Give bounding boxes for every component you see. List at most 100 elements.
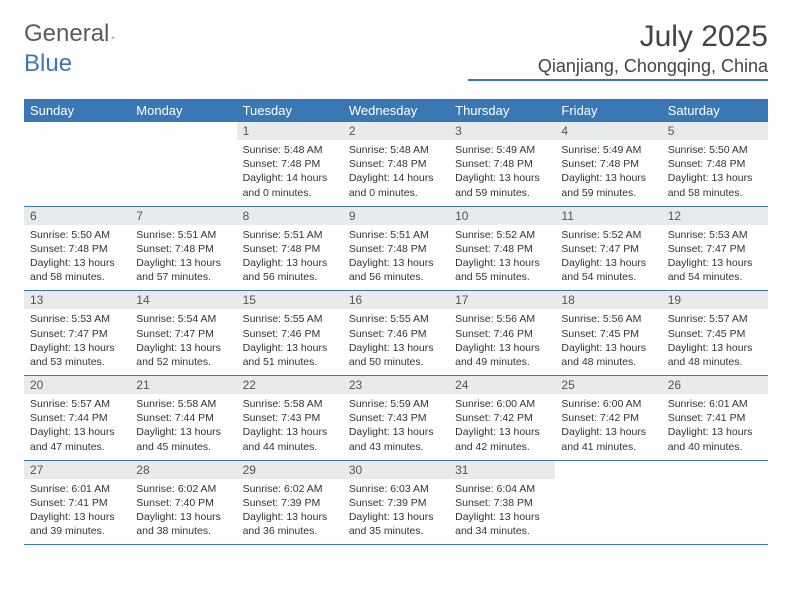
sunset-text: Sunset: 7:42 PM	[561, 411, 655, 425]
day-body: Sunrise: 6:01 AMSunset: 7:41 PMDaylight:…	[662, 394, 768, 460]
sunrise-text: Sunrise: 6:00 AM	[561, 397, 655, 411]
day-body: Sunrise: 5:56 AMSunset: 7:45 PMDaylight:…	[555, 309, 661, 375]
calendar-day-cell: 12Sunrise: 5:53 AMSunset: 7:47 PMDayligh…	[662, 206, 768, 291]
day-number: 27	[24, 461, 130, 479]
day-number: 5	[662, 122, 768, 140]
calendar-day-cell: 17Sunrise: 5:56 AMSunset: 7:46 PMDayligh…	[449, 291, 555, 376]
sunrise-text: Sunrise: 6:01 AM	[668, 397, 762, 411]
calendar-week-row: 20 Sunrise: 5:57 AM Sunset: 7:44 PM Dayligh…	[24, 376, 768, 461]
day-number: 11	[555, 207, 661, 225]
daylight-text: Daylight: 13 hours and 58 minutes.	[30, 256, 124, 284]
sunset-text: Sunset: 7:43 PM	[349, 411, 443, 425]
sunrise-text: Sunrise: 5:50 AM	[30, 228, 124, 242]
daylight-text: Daylight: 13 hours and 55 minutes.	[455, 256, 549, 284]
sunrise-text: Sunrise: 6:02 AM	[136, 482, 230, 496]
day-body	[130, 126, 236, 184]
calendar-day-cell: 31Sunrise: 6:04 AMSunset: 7:38 PMDayligh…	[449, 460, 555, 545]
daylight-text: Daylight: 13 hours and 51 minutes.	[243, 341, 337, 369]
day-body: Sunrise: 5:48 AMSunset: 7:48 PMDaylight:…	[343, 140, 449, 206]
sunset-text: Sunset: 7:48 PM	[349, 157, 443, 171]
sunrise-text: Sunrise: 5:59 AM	[349, 397, 443, 411]
sunset-text: Sunset: 7:41 PM	[668, 411, 762, 425]
sunset-text: Sunset: 7:48 PM	[30, 242, 124, 256]
daylight-text: Daylight: 13 hours and 59 minutes.	[561, 171, 655, 199]
daylight-text: Daylight: 13 hours and 41 minutes.	[561, 425, 655, 453]
day-body: Sunrise: 5:54 AMSunset: 7:47 PMDaylight:…	[130, 309, 236, 375]
calendar-day-cell	[662, 460, 768, 545]
sunset-text: Sunset: 7:39 PM	[243, 496, 337, 510]
day-body: Sunrise: 5:52 AMSunset: 7:47 PMDaylight:…	[555, 225, 661, 291]
day-body: Sunrise: 6:04 AMSunset: 7:38 PMDaylight:…	[449, 479, 555, 545]
day-body	[662, 465, 768, 523]
calendar-day-cell: 14Sunrise: 5:54 AMSunset: 7:47 PMDayligh…	[130, 291, 236, 376]
calendar-week-row: 27Sunrise: 6:01 AMSunset: 7:41 PMDayligh…	[24, 460, 768, 545]
sunrise-text: Sunrise: 5:57 AM	[668, 312, 762, 326]
day-body: Sunrise: 5:59 AMSunset: 7:43 PMDaylight:…	[343, 394, 449, 460]
sunset-text: Sunset: 7:41 PM	[30, 496, 124, 510]
daylight-text: Daylight: 13 hours and 38 minutes.	[136, 510, 230, 538]
calendar-day-cell: 18Sunrise: 5:56 AMSunset: 7:45 PMDayligh…	[555, 291, 661, 376]
weekday-header: Thursday	[449, 99, 555, 122]
sunrise-text: Sunrise: 5:58 AM	[243, 397, 337, 411]
day-body: Sunrise: 6:03 AMSunset: 7:39 PMDaylight:…	[343, 479, 449, 545]
sunset-text: Sunset: 7:46 PM	[349, 327, 443, 341]
daylight-text: Daylight: 13 hours and 58 minutes.	[668, 171, 762, 199]
sunrise-text: Sunrise: 5:56 AM	[455, 312, 549, 326]
sunrise-text: Sunrise: 5:53 AM	[30, 312, 124, 326]
calendar-day-cell: 23Sunrise: 5:59 AMSunset: 7:43 PMDayligh…	[343, 376, 449, 461]
daylight-text: Daylight: 13 hours and 35 minutes.	[349, 510, 443, 538]
sunset-text: Sunset: 7:45 PM	[668, 327, 762, 341]
title-block: July 2025 Qianjiang, Chongqing, China	[468, 20, 768, 81]
calendar-day-cell: 28Sunrise: 6:02 AMSunset: 7:40 PMDayligh…	[130, 460, 236, 545]
day-number: 1	[237, 122, 343, 140]
sunrise-text: Sunrise: 5:57 AM	[30, 397, 124, 411]
day-body: Sunrise: 5:58 AMSunset: 7:44 PMDaylight:…	[130, 394, 236, 460]
day-number: 24	[449, 376, 555, 394]
sunset-text: Sunset: 7:47 PM	[668, 242, 762, 256]
day-body: Sunrise: 5:57 AMSunset: 7:45 PMDaylight:…	[662, 309, 768, 375]
day-number: 30	[343, 461, 449, 479]
sunset-text: Sunset: 7:48 PM	[136, 242, 230, 256]
day-body: Sunrise: 6:01 AMSunset: 7:41 PMDaylight:…	[24, 479, 130, 545]
day-body: Sunrise: 5:50 AMSunset: 7:48 PMDaylight:…	[24, 225, 130, 291]
logo: General	[24, 20, 135, 48]
calendar-day-cell: 7Sunrise: 5:51 AMSunset: 7:48 PMDaylight…	[130, 206, 236, 291]
day-body: Sunrise: 5:56 AMSunset: 7:46 PMDaylight:…	[449, 309, 555, 375]
sunrise-text: Sunrise: 5:54 AM	[136, 312, 230, 326]
day-body: Sunrise: 5:49 AMSunset: 7:48 PMDaylight:…	[449, 140, 555, 206]
daylight-text: Daylight: 13 hours and 34 minutes.	[455, 510, 549, 538]
day-number: 8	[237, 207, 343, 225]
sunrise-text: Sunrise: 5:58 AM	[136, 397, 230, 411]
calendar-day-cell: 26Sunrise: 6:01 AMSunset: 7:41 PMDayligh…	[662, 376, 768, 461]
day-number: 20	[24, 376, 130, 394]
sunset-text: Sunset: 7:47 PM	[561, 242, 655, 256]
sunset-text: Sunset: 7:47 PM	[30, 327, 124, 341]
sunrise-text: Sunrise: 5:48 AM	[243, 143, 337, 157]
sunset-text: Sunset: 7:38 PM	[455, 496, 549, 510]
weekday-header: Sunday	[24, 99, 130, 122]
day-number: 19	[662, 291, 768, 309]
daylight-text: Daylight: 14 hours and 0 minutes.	[243, 171, 337, 199]
day-body: Sunrise: 6:02 AMSunset: 7:40 PMDaylight:…	[130, 479, 236, 545]
day-number: 9	[343, 207, 449, 225]
calendar-day-cell: 25Sunrise: 6:00 AMSunset: 7:42 PMDayligh…	[555, 376, 661, 461]
calendar-day-cell: 22Sunrise: 5:58 AMSunset: 7:43 PMDayligh…	[237, 376, 343, 461]
sunset-text: Sunset: 7:48 PM	[243, 242, 337, 256]
day-number: 15	[237, 291, 343, 309]
sunset-text: Sunset: 7:44 PM	[136, 411, 230, 425]
day-body: Sunrise: 6:00 AMSunset: 7:42 PMDaylight:…	[449, 394, 555, 460]
sunset-text: Sunset: 7:48 PM	[455, 157, 549, 171]
daylight-text: Daylight: 13 hours and 36 minutes.	[243, 510, 337, 538]
day-body: Sunrise: 5:51 AMSunset: 7:48 PMDaylight:…	[237, 225, 343, 291]
sunrise-text: Sunrise: 5:48 AM	[349, 143, 443, 157]
calendar-day-cell: 27Sunrise: 6:01 AMSunset: 7:41 PMDayligh…	[24, 460, 130, 545]
day-number: 2	[343, 122, 449, 140]
day-body: Sunrise: 5:58 AMSunset: 7:43 PMDaylight:…	[237, 394, 343, 460]
daylight-text: Daylight: 13 hours and 42 minutes.	[455, 425, 549, 453]
weekday-header: Friday	[555, 99, 661, 122]
day-number: 13	[24, 291, 130, 309]
logo-blue-row: Blue	[24, 50, 72, 78]
daylight-text: Daylight: 13 hours and 40 minutes.	[668, 425, 762, 453]
calendar-week-row: 1Sunrise: 5:48 AMSunset: 7:48 PMDaylight…	[24, 122, 768, 206]
sunset-text: Sunset: 7:48 PM	[455, 242, 549, 256]
